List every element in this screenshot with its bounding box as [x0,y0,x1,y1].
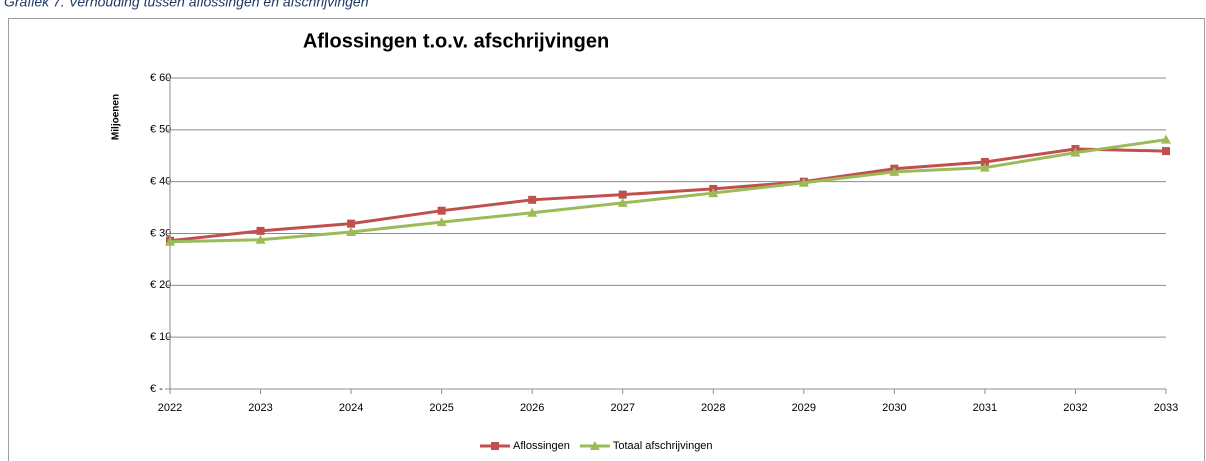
y-tick-label: € 50 [150,124,171,136]
x-tick-label: 2025 [429,402,453,414]
point [980,157,989,166]
x-tick-label: 2030 [882,402,906,414]
point [979,162,990,172]
y-tick-label: € 20 [150,279,171,291]
x-tick-label: 2024 [339,402,363,414]
legend-label: Aflossingen [513,440,570,452]
legend-marker [589,441,600,450]
y-tick-label: € 60 [150,72,171,84]
point [618,190,627,199]
series-line [169,147,1167,243]
legend-label: Totaal afschrijvingen [613,440,713,452]
point [436,217,447,227]
x-tick-label: 2027 [610,402,634,414]
series-line [169,138,1167,244]
x-tick-label: 2032 [1063,402,1087,414]
y-tick-label: € 10 [150,331,171,343]
point [617,197,628,207]
point [347,219,356,228]
point [1070,147,1081,157]
caption: Grafiek 7. Verhouding tussen aflossingen… [4,0,369,10]
x-tick-label: 2026 [520,402,544,414]
y-tick-label: € 40 [150,176,171,188]
point [255,234,266,244]
point [165,236,175,246]
point [889,166,900,176]
point [798,177,809,187]
point [437,206,446,215]
x-tick-label: 2028 [701,402,725,414]
point [527,207,538,217]
point [346,226,357,236]
chart-title: Aflossingen t.o.v. afschrijvingen [303,30,609,52]
x-tick-label: 2033 [1154,402,1178,414]
point [256,226,265,235]
point [1161,134,1171,144]
legend-marker [491,442,499,450]
x-tick-label: 2029 [792,402,816,414]
y-axis-label: Miljoenen [111,94,122,140]
point [528,195,537,204]
x-tick-label: 2022 [158,402,182,414]
point [708,188,719,198]
x-tick-label: 2023 [248,402,272,414]
point [1162,147,1170,156]
x-tick-label: 2031 [973,402,997,414]
y-tick-label: € - [150,383,163,395]
y-tick-label: € 30 [150,227,171,239]
